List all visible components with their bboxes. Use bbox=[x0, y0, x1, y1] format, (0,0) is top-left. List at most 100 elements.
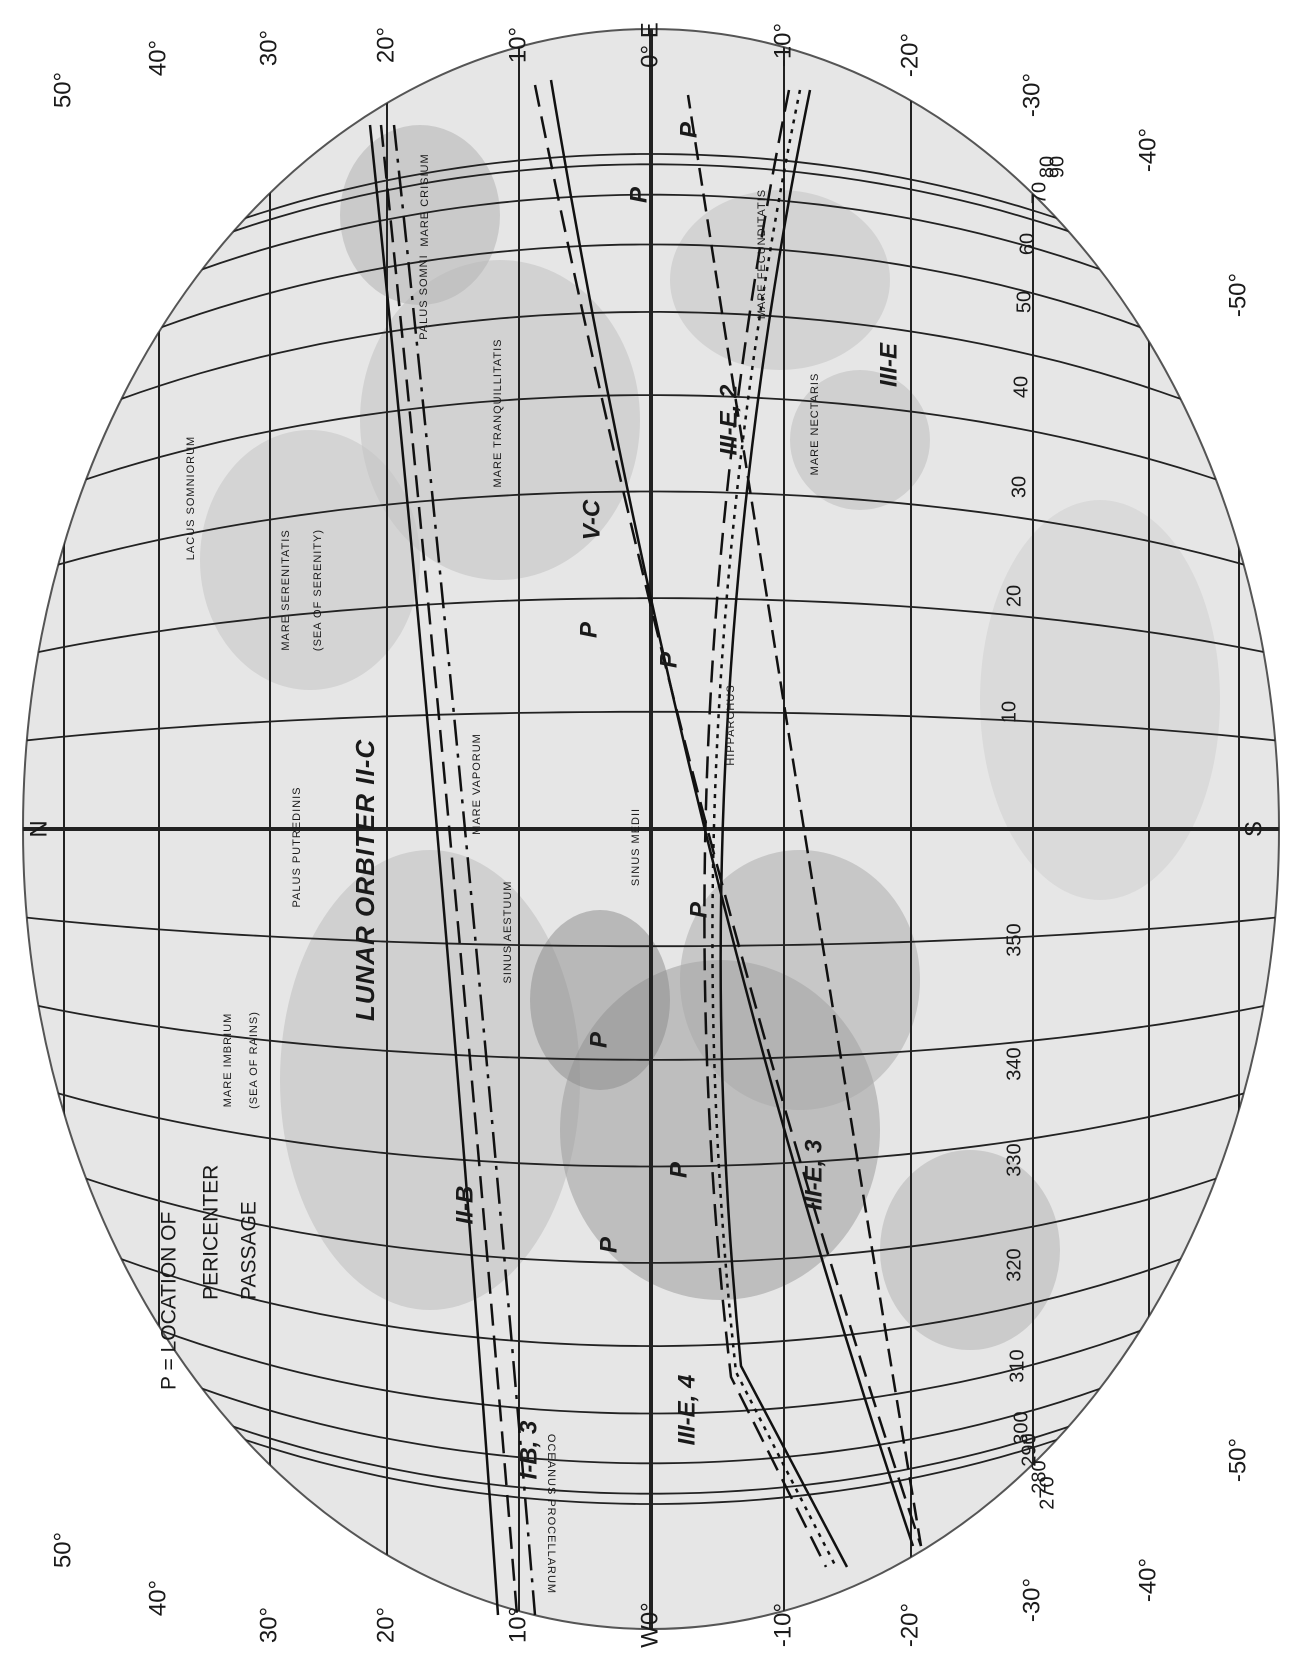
track-label: III-E, 4 bbox=[673, 1375, 700, 1446]
track bbox=[368, 124, 500, 1616]
longitude-label: 280 bbox=[1028, 1460, 1050, 1493]
longitude-label: 300 bbox=[1010, 1411, 1032, 1444]
feature-name: HIPPARCHUS bbox=[725, 684, 737, 765]
pericenter-mark: P bbox=[655, 651, 682, 668]
meridian bbox=[23, 996, 1279, 1061]
latitude-label: 30° bbox=[255, 1607, 282, 1643]
legend-text: P = LOCATION OF bbox=[158, 1212, 181, 1390]
track bbox=[533, 84, 923, 1547]
latitude-label: -30° bbox=[1018, 73, 1045, 117]
feature-name: (SEA OF RAINS) bbox=[248, 1011, 260, 1109]
track bbox=[719, 89, 849, 1568]
latitude-label: 40° bbox=[144, 1580, 171, 1616]
pericenter-mark: P bbox=[585, 1031, 612, 1048]
longitude-label: 10 bbox=[998, 701, 1020, 723]
longitude-label: 310 bbox=[1006, 1349, 1028, 1382]
longitude-label: 320 bbox=[1003, 1248, 1025, 1281]
meridian bbox=[23, 1206, 1279, 1348]
track-label: III-E, 3 bbox=[800, 1139, 827, 1210]
latitude-label: 40° bbox=[144, 40, 171, 76]
longitude-label: 340 bbox=[1003, 1047, 1025, 1080]
feature-name: LACUS SOMNIORUM bbox=[185, 436, 197, 560]
longitude-label: 330 bbox=[1003, 1143, 1025, 1176]
feature-name: MARE FECUNDITATIS bbox=[756, 189, 768, 319]
feature-name: OCEANUS PROCELLARUM bbox=[545, 1434, 557, 1594]
meridian bbox=[23, 310, 1279, 452]
pericenter-mark: P bbox=[685, 901, 712, 918]
meridian bbox=[23, 1255, 1279, 1415]
latitude-label: 50° bbox=[49, 1532, 76, 1568]
longitude-label: 350 bbox=[1003, 923, 1025, 956]
mission-label: LUNAR ORBITER II-C bbox=[350, 739, 380, 1022]
meridian bbox=[23, 710, 1279, 745]
track-label: III-E, 2 bbox=[715, 384, 742, 455]
longitude-label: 270 bbox=[1036, 1476, 1058, 1509]
meridian bbox=[23, 913, 1279, 948]
meridian bbox=[23, 597, 1279, 662]
latitude-label: 20° bbox=[372, 1607, 399, 1643]
longitude-label: 90 bbox=[1046, 156, 1068, 178]
pericenter-mark: P bbox=[595, 1236, 622, 1253]
feature-name: MARE NECTARIS bbox=[809, 373, 821, 476]
legend-text: PERICENTER bbox=[200, 1165, 223, 1300]
meridian bbox=[23, 394, 1279, 513]
feature-name: PALUS SOMNI bbox=[418, 254, 430, 339]
longitude-label: 70 bbox=[1028, 182, 1050, 204]
latitude-label: -20° bbox=[896, 33, 923, 77]
meridian bbox=[23, 490, 1279, 584]
latitude-label: 0° E bbox=[636, 22, 663, 68]
feature-name: (SEA OF SERENITY) bbox=[312, 529, 324, 651]
meridian bbox=[23, 243, 1279, 403]
longitude-label: 60 bbox=[1016, 233, 1038, 255]
latitude-label: -20° bbox=[896, 1603, 923, 1647]
meridian bbox=[23, 1074, 1279, 1168]
meridian bbox=[23, 1145, 1279, 1264]
latitude-label: W0° bbox=[636, 1602, 663, 1648]
latitude-label: 10° bbox=[504, 27, 531, 63]
longitude-label: 30 bbox=[1008, 476, 1030, 498]
latitude-label: -40° bbox=[1134, 1558, 1161, 1602]
orbit-tracks bbox=[368, 79, 923, 1616]
latitude-label: 10° bbox=[504, 1607, 531, 1643]
legend-text: PASSAGE bbox=[238, 1201, 261, 1300]
feature-name: MARE IMBRIUM bbox=[222, 1013, 234, 1108]
meridian bbox=[23, 1291, 1279, 1465]
feature-name: MARE TRANQUILLITATIS bbox=[492, 339, 504, 488]
track-label: I-B, 3 bbox=[515, 1420, 542, 1479]
meridian bbox=[23, 193, 1279, 367]
track-label: III-E bbox=[875, 342, 902, 387]
longitude-label: 50 bbox=[1013, 291, 1035, 313]
track-label: V-C bbox=[578, 499, 605, 540]
feature-name: MARE VAPORUM bbox=[471, 733, 483, 835]
track bbox=[703, 89, 828, 1568]
feature-name: SINUS MEDII bbox=[630, 808, 642, 886]
longitude-label: 290 bbox=[1018, 1433, 1040, 1466]
feature-name: MARE CRISIUM bbox=[419, 153, 431, 246]
track bbox=[711, 89, 838, 1568]
latitude-label: -40° bbox=[1134, 128, 1161, 172]
latitude-label: -10° bbox=[769, 1603, 796, 1647]
latitude-label: -30° bbox=[1018, 1578, 1045, 1622]
feature-name: MARE SERENITATIS bbox=[280, 529, 292, 650]
pericenter-mark: P bbox=[575, 621, 602, 638]
longitude-label: 80 bbox=[1036, 156, 1058, 178]
track-label: II-B bbox=[451, 1186, 478, 1225]
latitude-label: -10° bbox=[769, 23, 796, 67]
labels: 50° 40° 30° 20° 10° 0° E -10° -20° -30° -40° -50° 5… bbox=[25, 22, 1267, 1648]
track bbox=[379, 124, 519, 1616]
track bbox=[686, 94, 923, 1547]
feature-name: PALUS PUTREDINIS bbox=[291, 787, 303, 908]
south-label: S bbox=[1240, 821, 1267, 837]
north-label: N bbox=[25, 820, 52, 837]
latitude-label: 30° bbox=[255, 30, 282, 66]
latitude-label: 50° bbox=[49, 72, 76, 108]
latitude-label: 20° bbox=[372, 27, 399, 63]
latitude-label: -50° bbox=[1224, 1438, 1251, 1482]
pericenter-mark: P bbox=[665, 1161, 692, 1178]
feature-name: SINUS AESTUUM bbox=[502, 881, 514, 984]
track bbox=[392, 124, 537, 1616]
latitude-label: -50° bbox=[1224, 273, 1251, 317]
pericenter-mark: P bbox=[675, 121, 702, 138]
